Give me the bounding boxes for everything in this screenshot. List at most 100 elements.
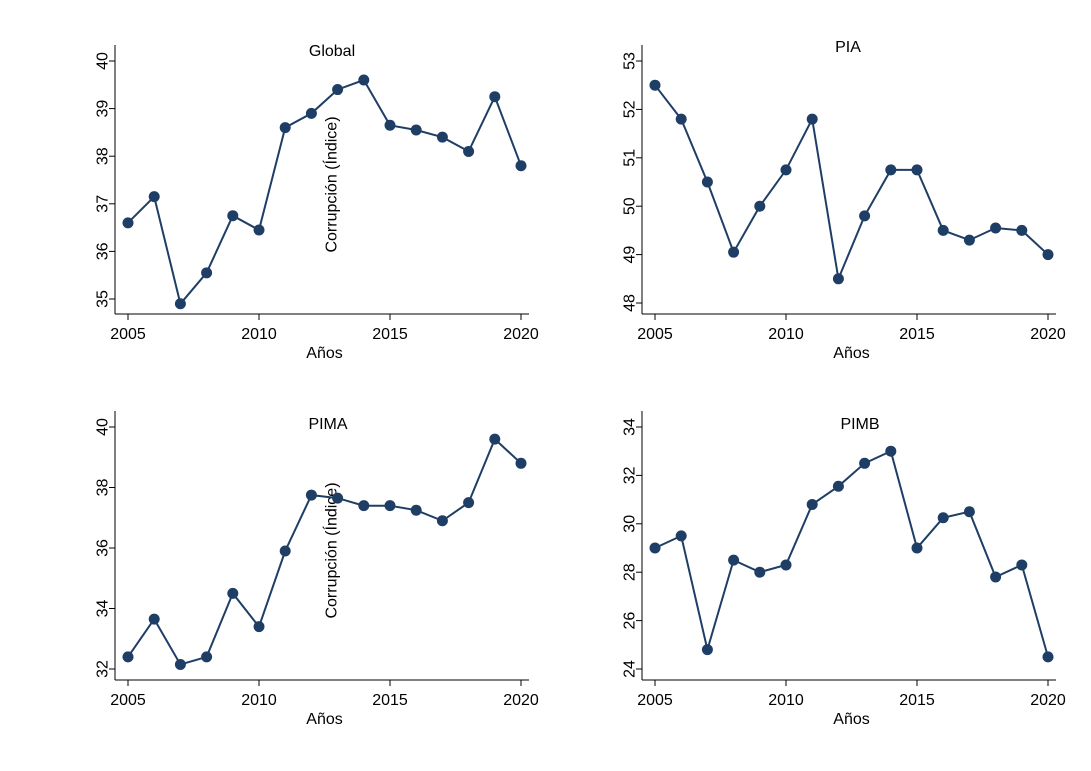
data-point	[780, 164, 792, 176]
y-axis-title: Corrupción (Índice)	[322, 116, 341, 252]
x-tick-label: 2015	[372, 692, 408, 709]
data-point	[1042, 651, 1054, 663]
x-tick-label: 2010	[241, 692, 277, 709]
y-tick-label: 32	[95, 660, 112, 678]
data-point	[885, 164, 897, 176]
y-tick-label: 40	[95, 418, 112, 436]
data-point	[701, 644, 713, 656]
data-point	[463, 145, 475, 157]
data-point	[1016, 224, 1028, 236]
data-point	[806, 113, 818, 125]
data-point	[384, 119, 396, 131]
y-tick-label: 51	[622, 149, 639, 167]
chart-panel-global: 35 36 37 38 39 40 2005 2010 2015 2020 Años Global Co…	[95, 43, 539, 362]
data-point	[754, 200, 766, 212]
data-point	[675, 530, 687, 542]
data-point	[463, 497, 475, 509]
data-point	[754, 566, 766, 578]
data-point	[675, 113, 687, 125]
data-point	[305, 107, 317, 119]
y-tick-label: 34	[622, 418, 639, 436]
data-point	[780, 559, 792, 571]
panel-title: PIMA	[308, 416, 347, 433]
chart-panel-pima: 32 34 36 38 40 2005 2010 2015 2020 Años PIMA Corrup…	[95, 411, 539, 728]
data-point	[489, 91, 501, 103]
y-tick-label: 53	[622, 52, 639, 70]
data-point	[728, 246, 740, 258]
y-tick-label: 37	[95, 195, 112, 213]
y-tick-label: 32	[622, 466, 639, 484]
data-point	[701, 176, 713, 188]
data-point	[201, 267, 213, 279]
x-tick-label: 2010	[241, 326, 277, 343]
data-point	[937, 512, 949, 524]
data-point	[279, 122, 291, 134]
x-tick-label: 2010	[768, 692, 804, 709]
y-tick-label: 24	[622, 660, 639, 678]
y-tick-label: 36	[95, 539, 112, 557]
data-point	[885, 445, 897, 457]
data-point	[122, 651, 134, 663]
series-line	[127, 78, 522, 306]
x-tick-label: 2005	[637, 692, 673, 709]
data-point	[649, 79, 661, 91]
data-point	[515, 457, 527, 469]
series-line	[654, 84, 1049, 283]
data-point	[1016, 559, 1028, 571]
data-point	[410, 504, 422, 516]
x-tick-label: 2020	[503, 692, 539, 709]
x-tick-label: 2005	[637, 326, 673, 343]
data-point	[148, 191, 160, 203]
data-point	[410, 124, 422, 136]
y-tick-label: 48	[622, 294, 639, 312]
y-tick-label: 26	[622, 612, 639, 630]
data-point	[358, 74, 370, 86]
x-tick-label: 2020	[503, 326, 539, 343]
data-point	[937, 224, 949, 236]
y-tick-label: 39	[95, 100, 112, 118]
y-tick-label: 36	[95, 242, 112, 260]
chart-panel-pimb: 24 26 28 30 32 34 2005 2010 2015 2020 Años PIMB	[622, 411, 1066, 728]
y-tick-label: 50	[622, 197, 639, 215]
data-point	[963, 506, 975, 518]
data-point	[384, 500, 396, 512]
y-tick-label: 40	[95, 52, 112, 70]
panel-title: PIMB	[840, 416, 879, 433]
data-point	[515, 160, 527, 172]
data-point	[728, 554, 740, 566]
y-tick-label: 34	[95, 600, 112, 618]
data-point	[649, 542, 661, 554]
x-axis-title: Años	[833, 345, 869, 362]
x-axis-title: Años	[306, 711, 342, 728]
data-point	[489, 433, 501, 445]
x-axis-title: Años	[833, 711, 869, 728]
data-point	[1042, 249, 1054, 261]
y-tick-label: 49	[622, 246, 639, 264]
data-point	[990, 571, 1002, 583]
y-tick-label: 30	[622, 515, 639, 533]
data-point	[911, 164, 923, 176]
x-tick-label: 2015	[899, 692, 935, 709]
data-point	[436, 131, 448, 143]
x-tick-label: 2015	[899, 326, 935, 343]
y-tick-label: 35	[95, 290, 112, 308]
data-point	[806, 498, 818, 510]
data-point	[279, 545, 291, 557]
x-tick-label: 2005	[110, 326, 146, 343]
panel-title: PIA	[835, 39, 861, 56]
y-tick-label: 38	[95, 147, 112, 165]
data-point	[832, 480, 844, 492]
data-point	[332, 492, 344, 504]
data-point	[436, 515, 448, 527]
x-tick-label: 2015	[372, 326, 408, 343]
data-point	[305, 489, 317, 501]
data-point	[174, 298, 186, 310]
data-point	[253, 621, 265, 633]
x-tick-label: 2005	[110, 692, 146, 709]
y-axis-title: Corrupción (Índice)	[322, 482, 341, 618]
data-point	[174, 658, 186, 670]
x-axis-title: Años	[306, 345, 342, 362]
data-point	[122, 217, 134, 229]
x-tick-label: 2020	[1030, 692, 1066, 709]
